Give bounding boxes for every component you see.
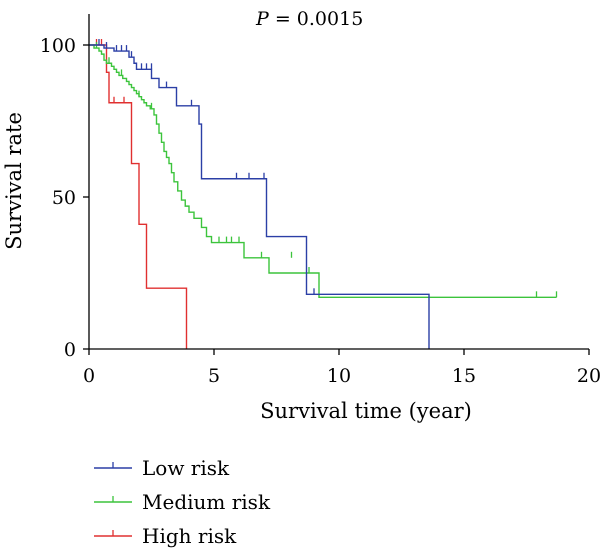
p-value-symbol: P: [255, 8, 270, 30]
series-line: [89, 44, 188, 349]
series-line: [89, 44, 430, 349]
ticks-layer: 0 5 10 15 20 0 50 100: [40, 35, 600, 387]
legend-label: Low risk: [142, 456, 230, 480]
legend-label: Medium risk: [142, 490, 271, 514]
y-axis-label: Survival rate: [2, 112, 26, 250]
y-tick-label: 100: [40, 35, 76, 57]
series-layer: [89, 39, 558, 349]
x-tick-label: 10: [327, 365, 351, 387]
x-tick-label: 0: [83, 365, 95, 387]
x-tick-label: 15: [452, 365, 476, 387]
y-tick-label: 50: [52, 187, 76, 209]
x-tick-label: 20: [577, 365, 600, 387]
x-axis-label: Survival time (year): [260, 399, 472, 423]
x-tick-label: 5: [208, 365, 220, 387]
p-value-text: = 0.0015: [269, 8, 363, 30]
legend-label: High risk: [142, 524, 237, 548]
p-value-annotation: P = 0.0015: [255, 8, 363, 30]
y-tick-label: 0: [64, 339, 76, 361]
legend: Low risk Medium risk High risk: [94, 456, 271, 548]
